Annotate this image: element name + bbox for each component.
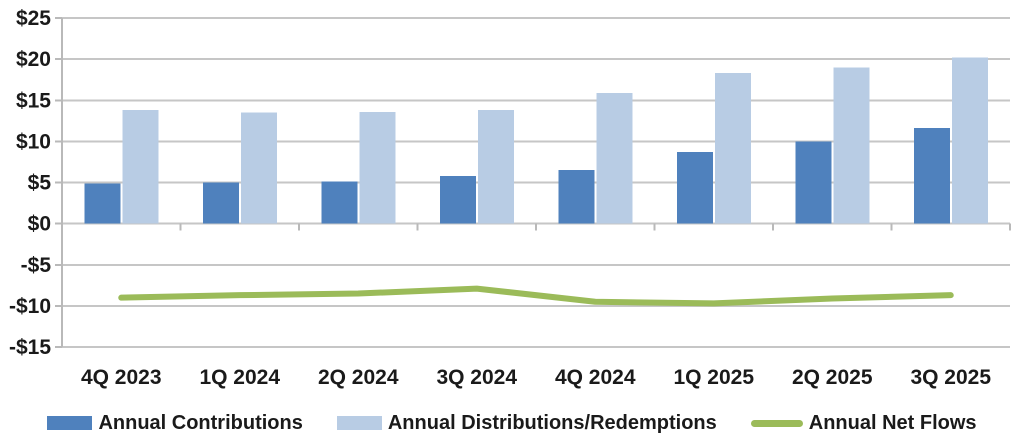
x-axis-category-label: 1Q 2025 — [673, 366, 754, 389]
legend-item-net-flows: Annual Net Flows — [750, 411, 977, 435]
contributions-swatch-icon — [47, 416, 93, 430]
x-axis-category-label: 2Q 2024 — [318, 366, 399, 389]
legend-item-contributions: Annual Contributions — [47, 411, 303, 435]
bar-distributions — [714, 73, 751, 224]
y-axis-tick-label: -$5 — [21, 254, 52, 277]
y-axis-tick-label: $20 — [16, 48, 51, 71]
y-axis-tick-label: $10 — [16, 130, 51, 153]
bar-distributions — [596, 92, 633, 224]
bar-distributions — [359, 111, 396, 224]
y-axis-tick-label: -$15 — [9, 336, 51, 359]
y-axis-tick-label: -$10 — [9, 295, 51, 318]
legend-label-distributions: Annual Distributions/Redemptions — [387, 411, 717, 434]
bar-contributions — [439, 175, 476, 224]
legend-item-distributions: Annual Distributions/Redemptions — [336, 411, 717, 435]
x-axis-category-label: 3Q 2025 — [910, 366, 991, 389]
y-axis-tick-label: $0 — [28, 213, 51, 236]
bar-contributions — [202, 182, 239, 224]
x-axis-category-label: 1Q 2024 — [199, 366, 280, 389]
bar-contributions — [558, 170, 595, 224]
x-axis-category-label: 4Q 2023 — [81, 366, 162, 389]
legend-label-contributions: Annual Contributions — [98, 411, 303, 434]
bar-contributions — [321, 181, 358, 224]
chart-svg: $25 $20 $15 $10 $5 $0 -$5 -$10 -$15 4Q 2023 1Q 202… — [9, 7, 1011, 389]
bar-contributions — [913, 128, 950, 224]
x-axis-category-label: 2Q 2025 — [792, 366, 873, 389]
bar-contributions — [795, 141, 832, 224]
y-axis-tick-label: $25 — [16, 7, 51, 30]
bar-distributions — [122, 110, 159, 224]
y-axis-tick-label: $15 — [16, 89, 51, 112]
y-axis-tick-label: $5 — [28, 172, 52, 195]
net-flows-line — [118, 285, 954, 307]
bar-contributions — [84, 183, 121, 224]
distributions-swatch-icon — [336, 416, 382, 430]
legend-label-net-flows: Annual Net Flows — [808, 411, 977, 434]
chart-legend: Annual Contributions Annual Distribution… — [0, 403, 1024, 443]
bar-distributions — [833, 67, 870, 224]
bar-distributions — [240, 112, 277, 224]
x-axis-category-label: 3Q 2024 — [436, 366, 517, 389]
bar-distributions — [477, 110, 514, 224]
net-flows-swatch-icon — [750, 419, 803, 427]
x-axis-category-label: 4Q 2024 — [555, 366, 636, 389]
bar-contributions — [676, 152, 713, 224]
bar-distributions — [951, 57, 988, 224]
